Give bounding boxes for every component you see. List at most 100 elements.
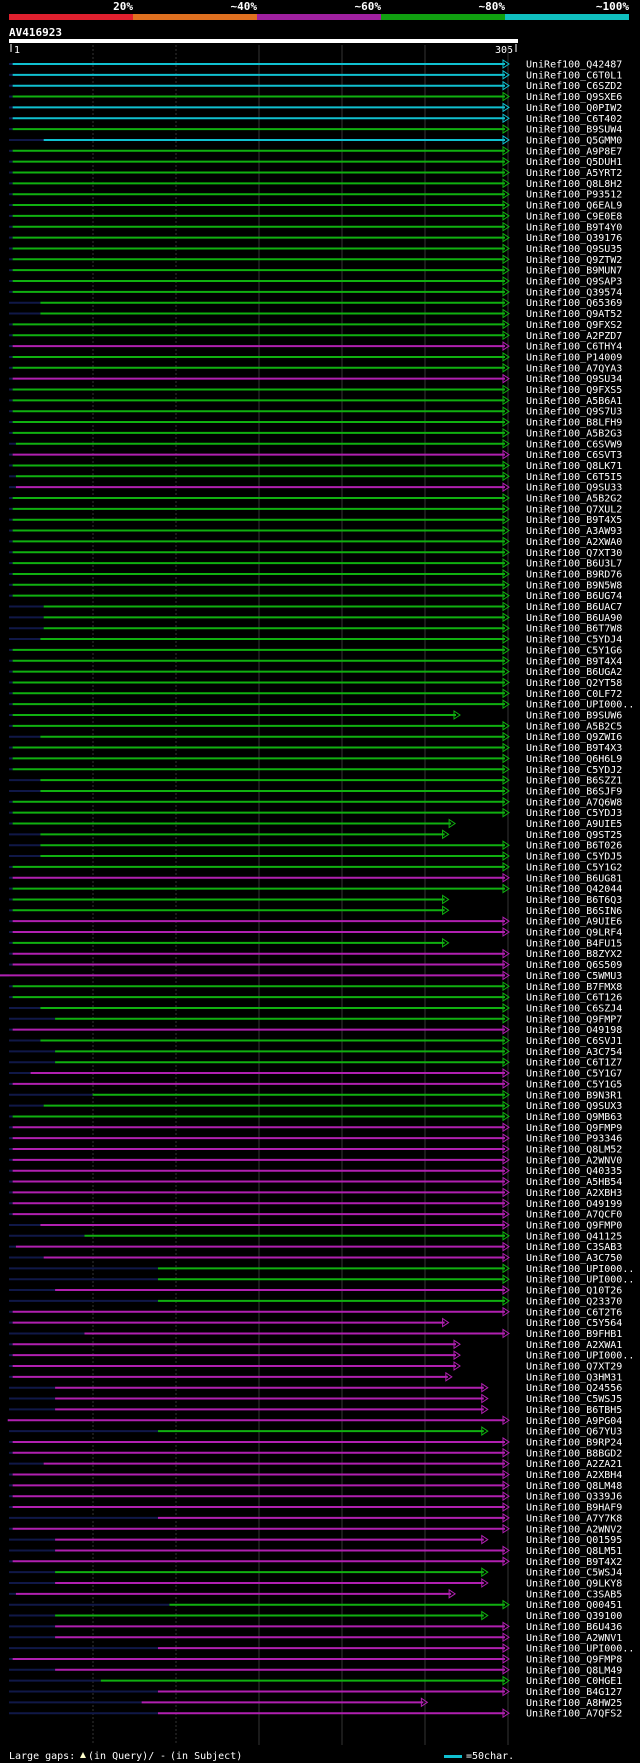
hit-label[interactable]: UniRef100_C6SVT3 bbox=[526, 450, 622, 461]
hit-label[interactable]: UniRef100_Q3HM31 bbox=[526, 1372, 622, 1383]
hit-label[interactable]: UniRef100_Q9FMP7 bbox=[526, 1014, 622, 1025]
hit-label[interactable]: UniRef100_Q9SAP3 bbox=[526, 277, 622, 288]
hit-label[interactable]: UniRef100_UPI000.. bbox=[526, 1351, 634, 1362]
hit-label[interactable]: UniRef100_B9FHB1 bbox=[526, 1329, 622, 1340]
hit-label[interactable]: UniRef100_B9N3R1 bbox=[526, 1090, 622, 1101]
hit-label[interactable]: UniRef100_A7QYA3 bbox=[526, 363, 622, 374]
hit-label[interactable]: UniRef100_Q0PIW2 bbox=[526, 103, 622, 114]
hit-label[interactable]: UniRef100_Q6S509 bbox=[526, 960, 622, 971]
hit-label[interactable]: UniRef100_B7FMX8 bbox=[526, 982, 622, 993]
hit-label[interactable]: UniRef100_UPI000.. bbox=[526, 1644, 634, 1655]
hit-label[interactable]: UniRef100_C6T5I5 bbox=[526, 472, 622, 483]
hit-label[interactable]: UniRef100_Q9ZTW2 bbox=[526, 255, 622, 266]
hit-label[interactable]: UniRef100_Q42044 bbox=[526, 884, 622, 895]
hit-label[interactable]: UniRef100_Q9ST25 bbox=[526, 830, 622, 841]
hit-label[interactable]: UniRef100_Q339J6 bbox=[526, 1492, 622, 1503]
hit-label[interactable]: UniRef100_A7QCF0 bbox=[526, 1210, 622, 1221]
hit-label[interactable]: UniRef100_P93346 bbox=[526, 1134, 622, 1145]
hit-label[interactable]: UniRef100_B9SUW6 bbox=[526, 711, 622, 722]
hit-label[interactable]: UniRef100_Q9SU35 bbox=[526, 244, 622, 255]
hit-label[interactable]: UniRef100_C6SVJ1 bbox=[526, 1036, 622, 1047]
hit-label[interactable]: UniRef100_A7QFS2 bbox=[526, 1709, 622, 1720]
hit-label[interactable]: UniRef100_B4G127 bbox=[526, 1687, 622, 1698]
hit-label[interactable]: UniRef100_B6UGA2 bbox=[526, 667, 622, 678]
hit-label[interactable]: UniRef100_Q9FMP0 bbox=[526, 1220, 622, 1231]
hit-label[interactable]: UniRef100_B8ZYX2 bbox=[526, 949, 622, 960]
hit-label[interactable]: UniRef100_O49199 bbox=[526, 1199, 622, 1210]
hit-label[interactable]: UniRef100_B6TBH5 bbox=[526, 1405, 622, 1416]
hit-label[interactable]: UniRef100_Q8LM51 bbox=[526, 1546, 622, 1557]
hit-label[interactable]: UniRef100_Q5DUH1 bbox=[526, 157, 622, 168]
hit-label[interactable]: UniRef100_A2XBH3 bbox=[526, 1188, 622, 1199]
hit-label[interactable]: UniRef100_Q5GMM0 bbox=[526, 135, 622, 146]
hit-label[interactable]: UniRef100_B4FU15 bbox=[526, 938, 622, 949]
hit-label[interactable]: UniRef100_C6SZD2 bbox=[526, 81, 622, 92]
hit-label[interactable]: UniRef100_C6THY4 bbox=[526, 342, 622, 353]
hit-label[interactable]: UniRef100_B9T4X5 bbox=[526, 515, 622, 526]
hit-label[interactable]: UniRef100_Q9SU33 bbox=[526, 483, 622, 494]
hit-label[interactable]: UniRef100_A5HB54 bbox=[526, 1177, 622, 1188]
hit-label[interactable]: UniRef100_P93512 bbox=[526, 190, 622, 201]
hit-label[interactable]: UniRef100_B9N5W8 bbox=[526, 580, 622, 591]
hit-label[interactable]: UniRef100_Q39100 bbox=[526, 1611, 622, 1622]
hit-label[interactable]: UniRef100_B8BGD2 bbox=[526, 1448, 622, 1459]
hit-label[interactable]: UniRef100_Q8LM52 bbox=[526, 1145, 622, 1156]
hit-label[interactable]: UniRef100_C5YDJ3 bbox=[526, 808, 622, 819]
hit-label[interactable]: UniRef100_A5B6A1 bbox=[526, 396, 622, 407]
hit-label[interactable]: UniRef100_UPI000.. bbox=[526, 1264, 634, 1275]
hit-label[interactable]: UniRef100_C6T0L1 bbox=[526, 70, 622, 81]
hit-label[interactable]: UniRef100_C6T1Z7 bbox=[526, 1058, 622, 1069]
hit-label[interactable]: UniRef100_Q24556 bbox=[526, 1383, 622, 1394]
hit-label[interactable]: UniRef100_Q8LK71 bbox=[526, 461, 622, 472]
hit-label[interactable]: UniRef100_C5YDJ4 bbox=[526, 635, 622, 646]
hit-label[interactable]: UniRef100_Q9MB63 bbox=[526, 1112, 622, 1123]
hit-label[interactable]: UniRef100_UPI000.. bbox=[526, 700, 634, 711]
hit-label[interactable]: UniRef100_C6T2T6 bbox=[526, 1307, 622, 1318]
hit-label[interactable]: UniRef100_UPI000.. bbox=[526, 1275, 634, 1286]
hit-label[interactable]: UniRef100_Q7XUL2 bbox=[526, 504, 622, 515]
hit-label[interactable]: UniRef100_C6T402 bbox=[526, 114, 622, 125]
hit-label[interactable]: UniRef100_A7Q6W8 bbox=[526, 797, 622, 808]
hit-label[interactable]: UniRef100_Q67YU3 bbox=[526, 1427, 622, 1438]
hit-label[interactable]: UniRef100_Q39574 bbox=[526, 287, 622, 298]
hit-label[interactable]: UniRef100_O49198 bbox=[526, 1025, 622, 1036]
hit-label[interactable]: UniRef100_A7Y7K8 bbox=[526, 1513, 622, 1524]
hit-label[interactable]: UniRef100_Q23370 bbox=[526, 1296, 622, 1307]
hit-label[interactable]: UniRef100_B6U3L7 bbox=[526, 559, 622, 570]
hit-label[interactable]: UniRef100_Q9S7U3 bbox=[526, 407, 622, 418]
hit-label[interactable]: UniRef100_Q01595 bbox=[526, 1535, 622, 1546]
hit-label[interactable]: UniRef100_B9RD76 bbox=[526, 569, 622, 580]
hit-label[interactable]: UniRef100_B6UG74 bbox=[526, 591, 622, 602]
hit-label[interactable]: UniRef100_C5WMU3 bbox=[526, 971, 622, 982]
hit-label[interactable]: UniRef100_Q10T26 bbox=[526, 1286, 622, 1297]
hit-label[interactable]: UniRef100_Q9FXS5 bbox=[526, 385, 622, 396]
hit-label[interactable]: UniRef100_C5YDJ2 bbox=[526, 765, 622, 776]
hit-label[interactable]: UniRef100_A2XWA0 bbox=[526, 537, 622, 548]
hit-label[interactable]: UniRef100_A9UIE5 bbox=[526, 819, 622, 830]
hit-label[interactable]: UniRef100_Q9FMP9 bbox=[526, 1123, 622, 1134]
hit-label[interactable]: UniRef100_B9HAF9 bbox=[526, 1503, 622, 1514]
hit-label[interactable]: UniRef100_Q42487 bbox=[526, 60, 622, 71]
hit-label[interactable]: UniRef100_Q9SUX3 bbox=[526, 1101, 622, 1112]
hit-label[interactable]: UniRef100_B6UG81 bbox=[526, 873, 622, 884]
hit-label[interactable]: UniRef100_Q2YT58 bbox=[526, 678, 622, 689]
hit-label[interactable]: UniRef100_A9P8E7 bbox=[526, 146, 622, 157]
hit-label[interactable]: UniRef100_B9T4Y0 bbox=[526, 222, 622, 233]
hit-label[interactable]: UniRef100_C5YDJ5 bbox=[526, 852, 622, 863]
hit-label[interactable]: UniRef100_A2WNV1 bbox=[526, 1633, 622, 1644]
hit-label[interactable]: UniRef100_A3C754 bbox=[526, 1047, 622, 1058]
hit-label[interactable]: UniRef100_A5B2C5 bbox=[526, 721, 622, 732]
hit-label[interactable]: UniRef100_A3C750 bbox=[526, 1253, 622, 1264]
hit-label[interactable]: UniRef100_Q9LKY8 bbox=[526, 1579, 622, 1590]
hit-label[interactable]: UniRef100_Q8LM49 bbox=[526, 1665, 622, 1676]
hit-label[interactable]: UniRef100_Q41125 bbox=[526, 1231, 622, 1242]
hit-label[interactable]: UniRef100_A2PZD7 bbox=[526, 331, 622, 342]
hit-label[interactable]: UniRef100_Q9AT52 bbox=[526, 309, 622, 320]
hit-label[interactable]: UniRef100_B6T026 bbox=[526, 841, 622, 852]
hit-label[interactable]: UniRef100_Q8L8H2 bbox=[526, 179, 622, 190]
hit-label[interactable]: UniRef100_C6SZJ4 bbox=[526, 1003, 622, 1014]
hit-label[interactable]: UniRef100_Q9LRF4 bbox=[526, 928, 622, 939]
hit-label[interactable]: UniRef100_B9T4X2 bbox=[526, 1557, 622, 1568]
hit-label[interactable]: UniRef100_Q9SU34 bbox=[526, 374, 622, 385]
hit-label[interactable]: UniRef100_A5B2G2 bbox=[526, 494, 622, 505]
